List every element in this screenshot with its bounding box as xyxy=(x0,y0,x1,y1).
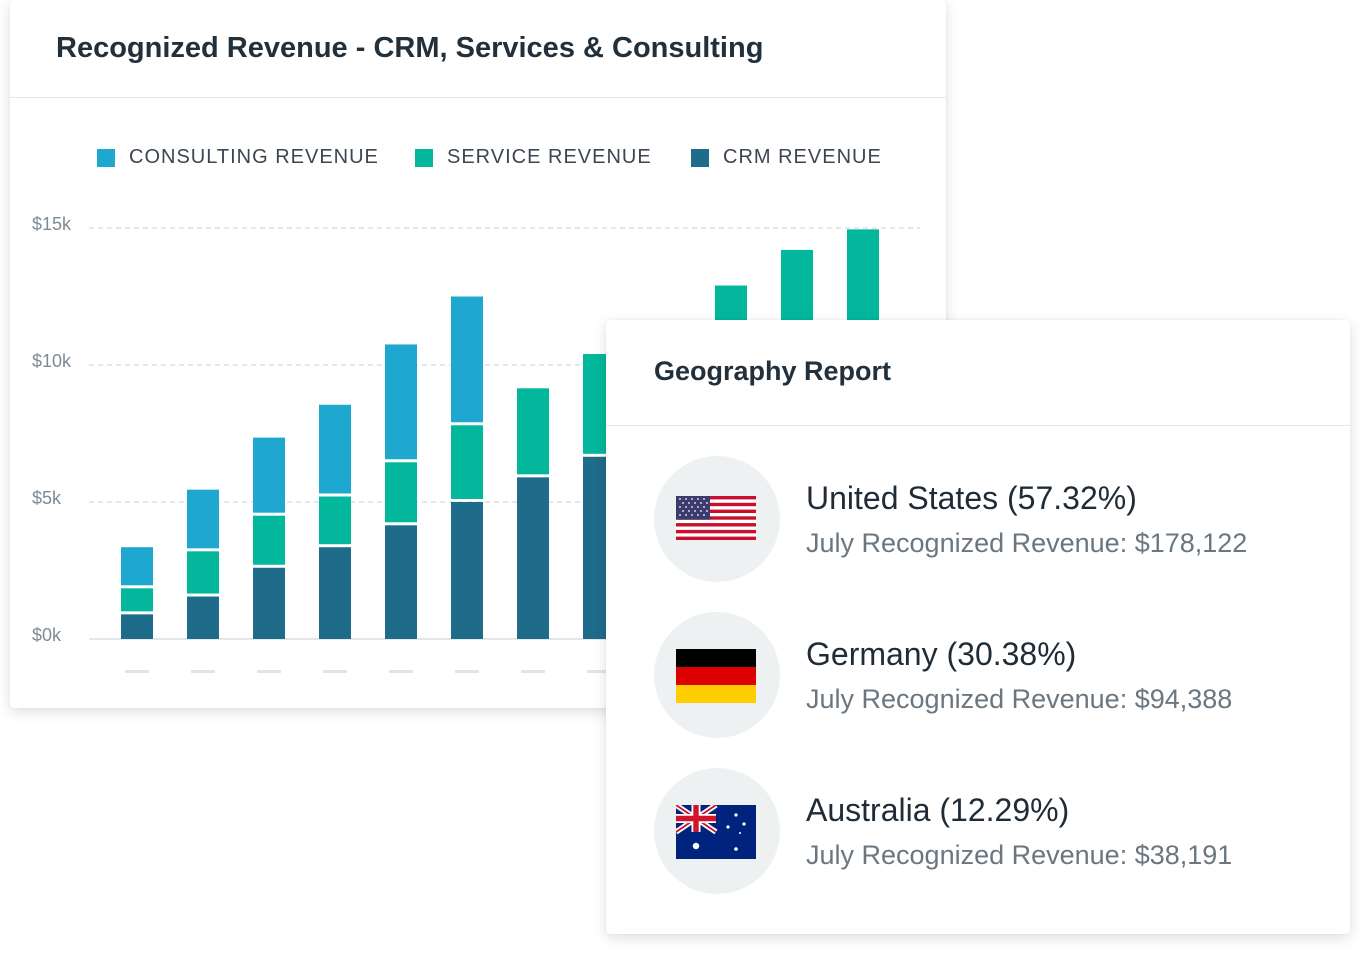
us-flag-icon xyxy=(676,496,756,540)
flag-badge xyxy=(654,456,780,582)
x-tick-placeholder xyxy=(455,670,479,673)
bar-segment xyxy=(451,425,483,499)
bar-segment xyxy=(451,296,483,423)
geography-report-card: Geography Report xyxy=(606,320,1350,934)
legend-label-service: SERVICE REVENUE xyxy=(447,146,652,168)
y-tick-label: $15k xyxy=(32,214,72,234)
bar-segment xyxy=(253,567,285,639)
bar-segment xyxy=(187,489,219,549)
x-tick-placeholder xyxy=(125,670,149,673)
germany-flag-icon xyxy=(676,649,756,703)
revenue-card-header: Recognized Revenue - CRM, Services & Con… xyxy=(10,0,946,98)
geo-revenue-label: July Recognized Revenue: $178,122 xyxy=(806,528,1248,558)
geo-country-label: Germany (30.38%) xyxy=(806,636,1077,672)
bar-segment xyxy=(385,525,417,639)
y-tick-label: $0k xyxy=(32,625,62,645)
legend-item-service[interactable]: SERVICE REVENUE xyxy=(415,146,652,169)
legend-item-consulting[interactable]: CONSULTING REVENUE xyxy=(97,146,379,169)
geo-card-header: Geography Report xyxy=(606,320,1350,426)
chart-legend: CONSULTING REVENUE SERVICE REVENUE CRM R… xyxy=(10,146,946,172)
x-tick-placeholder xyxy=(257,670,281,673)
x-tick-placeholder xyxy=(587,670,611,673)
geo-row-australia[interactable]: Australia (12.29%) July Recognized Reven… xyxy=(654,768,1314,896)
geo-country-label: Australia (12.29%) xyxy=(806,792,1070,828)
y-tick-label: $5k xyxy=(32,488,62,508)
bar-segment xyxy=(121,588,153,612)
bar-segment xyxy=(517,477,549,639)
revenue-card-title: Recognized Revenue - CRM, Services & Con… xyxy=(56,32,764,64)
bar-segment xyxy=(121,614,153,639)
bar-segment xyxy=(385,462,417,523)
bar-segment xyxy=(187,551,219,594)
bar-segment xyxy=(451,502,483,639)
x-tick-placeholder xyxy=(191,670,215,673)
australia-flag-icon xyxy=(676,805,756,859)
bar-segment xyxy=(121,547,153,586)
x-tick-placeholder xyxy=(323,670,347,673)
legend-swatch-consulting xyxy=(97,148,115,167)
legend-swatch-crm xyxy=(691,148,709,167)
bar-segment xyxy=(253,437,285,513)
geo-country-label: United States (57.32%) xyxy=(806,480,1137,516)
legend-label-consulting: CONSULTING REVENUE xyxy=(129,146,379,168)
geo-row-united-states[interactable]: United States (57.32%) July Recognized R… xyxy=(654,456,1314,584)
geo-revenue-label: July Recognized Revenue: $94,388 xyxy=(806,684,1233,714)
flag-badge xyxy=(654,768,780,894)
bar-segment xyxy=(517,388,549,475)
y-tick-label: $10k xyxy=(32,351,72,371)
bar-segment xyxy=(319,547,351,639)
legend-swatch-service xyxy=(415,148,433,167)
geo-revenue-label: July Recognized Revenue: $38,191 xyxy=(806,840,1233,870)
bar-segment xyxy=(385,344,417,460)
bar-segment xyxy=(187,596,219,639)
bar-segment xyxy=(319,404,351,494)
x-tick-placeholder xyxy=(521,670,545,673)
legend-label-crm: CRM REVENUE xyxy=(723,146,882,168)
geo-card-title: Geography Report xyxy=(654,356,892,386)
legend-item-crm[interactable]: CRM REVENUE xyxy=(691,146,882,169)
bar-segment xyxy=(253,515,285,565)
bar-segment xyxy=(319,496,351,545)
flag-badge xyxy=(654,612,780,738)
x-tick-placeholder xyxy=(389,670,413,673)
geo-row-germany[interactable]: Germany (30.38%) July Recognized Revenue… xyxy=(654,612,1314,740)
